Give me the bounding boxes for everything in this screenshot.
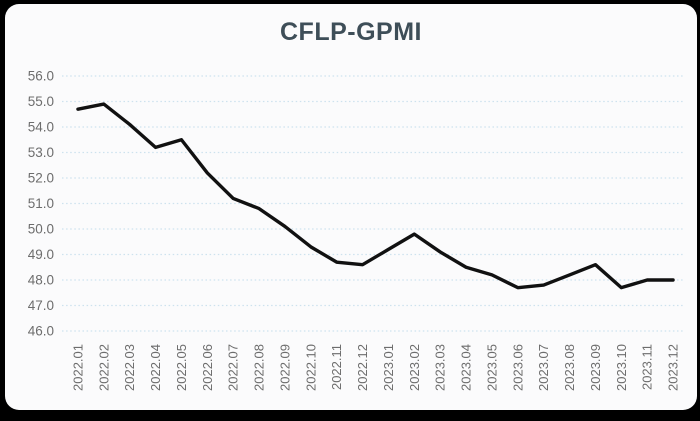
x-tick-label: 2022.05 <box>174 344 189 391</box>
x-tick-label: 2022.02 <box>96 344 111 391</box>
x-tick-label: 2022.08 <box>252 344 267 391</box>
data-series-line <box>76 102 675 290</box>
y-axis-labels: 56.0 55.0 54.0 53.0 52.0 51.0 50.0 49.0 48.0 47.0… <box>28 69 54 339</box>
y-tick-label: 53.0 <box>28 145 54 160</box>
gridlines <box>62 75 683 332</box>
x-tick-label: 2023.04 <box>459 344 474 391</box>
y-tick-label: 47.0 <box>28 298 54 313</box>
x-tick-label: 2023.05 <box>484 344 499 391</box>
x-tick-label: 2023.06 <box>510 344 525 391</box>
chart-card: CFLP-GPMI <box>5 4 697 410</box>
x-tick-label: 2023.02 <box>407 344 422 391</box>
x-tick-label: 2022.06 <box>200 344 215 391</box>
y-tick-label: 48.0 <box>28 273 54 288</box>
chart-title: CFLP-GPMI <box>280 18 422 46</box>
x-tick-label: 2022.03 <box>122 344 137 391</box>
y-tick-label: 46.0 <box>28 324 54 339</box>
x-tick-label: 2023.07 <box>536 344 551 391</box>
x-tick-label: 2022.09 <box>277 344 292 391</box>
x-tick-label: 2023.08 <box>562 344 577 391</box>
x-tick-label: 2022.12 <box>355 344 370 391</box>
x-axis-labels: 2022.01 2022.02 2022.03 2022.04 2022.05 2022.… <box>70 344 680 391</box>
x-tick-label: 2022.07 <box>226 344 241 391</box>
x-tick-label: 2023.09 <box>588 344 603 391</box>
x-tick-label: 2022.11 <box>329 344 344 390</box>
x-tick-label: 2022.10 <box>303 344 318 391</box>
x-tick-label: 2023.12 <box>666 344 681 391</box>
x-tick-label: 2023.10 <box>614 344 629 391</box>
y-tick-label: 52.0 <box>28 171 54 186</box>
x-tick-label: 2023.01 <box>381 344 396 391</box>
y-tick-label: 56.0 <box>28 69 54 84</box>
x-tick-label: 2023.03 <box>433 344 448 391</box>
x-tick-label: 2022.01 <box>70 344 85 391</box>
x-tick-label: 2022.04 <box>148 344 163 391</box>
y-tick-label: 55.0 <box>28 94 54 109</box>
y-tick-label: 51.0 <box>28 196 54 211</box>
y-tick-label: 50.0 <box>28 222 54 237</box>
y-tick-label: 49.0 <box>28 247 54 262</box>
y-tick-label: 54.0 <box>28 120 54 135</box>
x-tick-label: 2023.11 <box>640 344 655 390</box>
